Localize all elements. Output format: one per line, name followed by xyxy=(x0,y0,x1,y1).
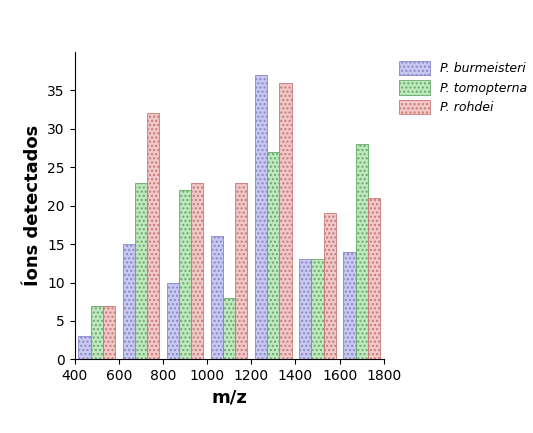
Bar xyxy=(311,259,324,359)
Bar xyxy=(267,152,279,359)
Bar xyxy=(179,191,191,359)
Bar xyxy=(211,236,223,359)
Bar xyxy=(235,183,247,359)
Bar xyxy=(279,83,292,359)
Bar xyxy=(300,259,311,359)
Bar xyxy=(167,282,179,359)
Bar xyxy=(191,183,203,359)
Bar xyxy=(255,75,267,359)
Legend: P. burmeisteri, P. tomopterna, P. rohdei: P. burmeisteri, P. tomopterna, P. rohdei xyxy=(396,58,530,116)
Y-axis label: Íons detectados: Íons detectados xyxy=(23,125,42,286)
Bar xyxy=(91,306,103,359)
Bar xyxy=(223,298,235,359)
Bar xyxy=(103,306,115,359)
Bar xyxy=(343,252,356,359)
Bar xyxy=(147,113,159,359)
Bar xyxy=(78,336,91,359)
Bar xyxy=(324,213,336,359)
Bar xyxy=(135,183,147,359)
Bar xyxy=(123,244,135,359)
Bar xyxy=(356,144,368,359)
X-axis label: m/z: m/z xyxy=(211,389,247,407)
Bar xyxy=(368,198,380,359)
